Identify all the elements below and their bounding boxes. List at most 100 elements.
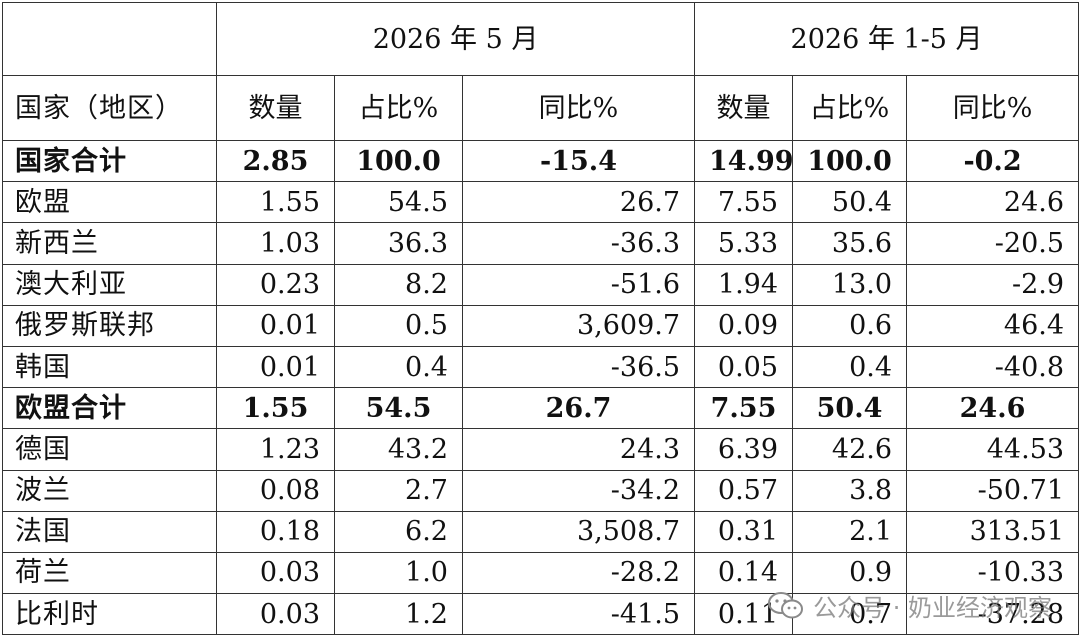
table-row: 新西兰 1.03 36.3 -36.3 5.33 35.6 -20.5	[2, 222, 1080, 265]
may-qty-cell: 0.01	[216, 304, 335, 347]
may-qty-cell: 1.03	[216, 222, 335, 265]
may-share-cell: 54.5	[334, 387, 463, 430]
may-yoy-cell: -34.2	[461, 469, 696, 512]
ytd-yoy-cell: -50.71	[906, 469, 1080, 512]
may-share-cell: 0.4	[334, 345, 463, 389]
ytd-share-cell: 35.6	[792, 222, 908, 265]
may-qty-cell: 2.85	[216, 139, 335, 183]
total-row: 欧盟合计 1.55 54.5 26.7 7.55 50.4 24.6	[2, 387, 1080, 430]
ytd-share-cell: 0.4	[792, 345, 908, 389]
may-share-cell: 8.2	[334, 263, 463, 306]
region-name-cell: 荷兰	[2, 551, 217, 595]
may-qty-cell: 0.01	[216, 345, 335, 389]
may-yoy-cell: 26.7	[461, 181, 696, 224]
period-may-header: 2026 年 5 月	[215, 2, 696, 76]
ytd-qty-cell: 0.09	[694, 304, 794, 347]
ytd-qty-cell: 0.11	[694, 593, 794, 636]
corner-cell	[2, 2, 217, 76]
region-name-cell: 欧盟	[2, 181, 217, 224]
ytd-qty-cell: 1.94	[694, 263, 794, 306]
region-name-cell: 波兰	[2, 469, 217, 512]
ytd-share-cell: 0.9	[792, 551, 908, 595]
ytd-share-cell: 0.7	[792, 593, 908, 636]
region-name-cell: 法国	[2, 510, 217, 553]
ytd-share-cell: 0.6	[792, 304, 908, 347]
may-yoy-cell: -15.4	[461, 139, 696, 183]
may-yoy-cell: 24.3	[461, 428, 696, 471]
may-share-cell: 6.2	[334, 510, 463, 553]
may-share-cell: 43.2	[334, 428, 463, 471]
ytd-yoy-cell: -10.33	[906, 551, 1080, 595]
ytd-yoy-cell: -20.5	[906, 222, 1080, 265]
may-qty-cell: 0.18	[216, 510, 335, 553]
may-share-cell: 36.3	[334, 222, 463, 265]
ytd-qty-cell: 5.33	[694, 222, 794, 265]
ytd-qty-cell: 0.05	[694, 345, 794, 389]
region-name-cell: 韩国	[2, 345, 217, 389]
ytd-yoy-cell: -40.8	[906, 345, 1080, 389]
may-share-header: 占比%	[334, 75, 463, 141]
period-header-row: 2026 年 5 月 2026 年 1-5 月	[2, 2, 1080, 76]
ytd-yoy-header: 同比%	[906, 75, 1080, 141]
ytd-share-cell: 50.4	[792, 181, 908, 224]
table-row: 比利时 0.03 1.2 -41.5 0.11 0.7 -37.28	[2, 593, 1080, 636]
may-qty-cell: 0.03	[216, 593, 335, 636]
column-header-row: 国家（地区） 数量 占比% 同比% 数量 占比% 同比%	[2, 75, 1080, 141]
ytd-share-cell: 3.8	[792, 469, 908, 512]
may-yoy-cell: -36.5	[461, 345, 696, 389]
region-name-cell: 新西兰	[2, 222, 217, 265]
table-row: 韩国 0.01 0.4 -36.5 0.05 0.4 -40.8	[2, 345, 1080, 389]
may-yoy-cell: -36.3	[461, 222, 696, 265]
ytd-yoy-cell: 44.53	[906, 428, 1080, 471]
ytd-share-cell: 50.4	[792, 387, 908, 430]
ytd-yoy-cell: 24.6	[906, 181, 1080, 224]
may-yoy-cell: -51.6	[461, 263, 696, 306]
ytd-share-cell: 100.0	[792, 139, 908, 183]
ytd-yoy-cell: 46.4	[906, 304, 1080, 347]
may-share-cell: 100.0	[334, 139, 463, 183]
table-row: 欧盟 1.55 54.5 26.7 7.55 50.4 24.6	[2, 181, 1080, 224]
region-header: 国家（地区）	[2, 75, 217, 141]
region-name-cell: 比利时	[2, 593, 217, 636]
table-row: 荷兰 0.03 1.0 -28.2 0.14 0.9 -10.33	[2, 551, 1080, 595]
may-share-cell: 1.2	[334, 593, 463, 636]
may-qty-cell: 1.55	[216, 387, 335, 430]
table-row: 俄罗斯联邦 0.01 0.5 3,609.7 0.09 0.6 46.4	[2, 304, 1080, 347]
ytd-share-cell: 13.0	[792, 263, 908, 306]
region-name-cell: 澳大利亚	[2, 263, 217, 306]
may-qty-cell: 0.23	[216, 263, 335, 306]
may-yoy-cell: 26.7	[461, 387, 696, 430]
ytd-yoy-cell: 24.6	[906, 387, 1080, 430]
ytd-share-cell: 42.6	[792, 428, 908, 471]
ytd-qty-cell: 7.55	[694, 387, 794, 430]
ytd-qty-cell: 6.39	[694, 428, 794, 471]
table-row: 澳大利亚 0.23 8.2 -51.6 1.94 13.0 -2.9	[2, 263, 1080, 306]
may-qty-cell: 0.03	[216, 551, 335, 595]
region-name-cell: 俄罗斯联邦	[2, 304, 217, 347]
ytd-yoy-cell: -37.28	[906, 593, 1080, 636]
ytd-qty-cell: 14.99	[694, 139, 794, 183]
ytd-qty-cell: 0.31	[694, 510, 794, 553]
total-row: 国家合计 2.85 100.0 -15.4 14.99 100.0 -0.2	[2, 139, 1080, 183]
region-name-cell: 国家合计	[2, 139, 217, 183]
may-share-cell: 54.5	[334, 181, 463, 224]
may-yoy-cell: 3,609.7	[461, 304, 696, 347]
may-yoy-cell: -41.5	[461, 593, 696, 636]
may-qty-cell: 1.55	[216, 181, 335, 224]
may-qty-cell: 0.08	[216, 469, 335, 512]
ytd-qty-cell: 0.14	[694, 551, 794, 595]
ytd-qty-cell: 7.55	[694, 181, 794, 224]
period-ytd-header: 2026 年 1-5 月	[694, 2, 1080, 76]
table-row: 波兰 0.08 2.7 -34.2 0.57 3.8 -50.71	[2, 469, 1080, 512]
ytd-qty-cell: 0.57	[694, 469, 794, 512]
table-row: 德国 1.23 43.2 24.3 6.39 42.6 44.53	[2, 428, 1080, 471]
may-yoy-header: 同比%	[461, 75, 696, 141]
ytd-qty-header: 数量	[694, 75, 794, 141]
region-name-cell: 欧盟合计	[2, 387, 217, 430]
may-share-cell: 1.0	[334, 551, 463, 595]
ytd-yoy-cell: -0.2	[906, 139, 1080, 183]
table-row: 法国 0.18 6.2 3,508.7 0.31 2.1 313.51	[2, 510, 1080, 553]
region-name-cell: 德国	[2, 428, 217, 471]
ytd-yoy-cell: 313.51	[906, 510, 1080, 553]
